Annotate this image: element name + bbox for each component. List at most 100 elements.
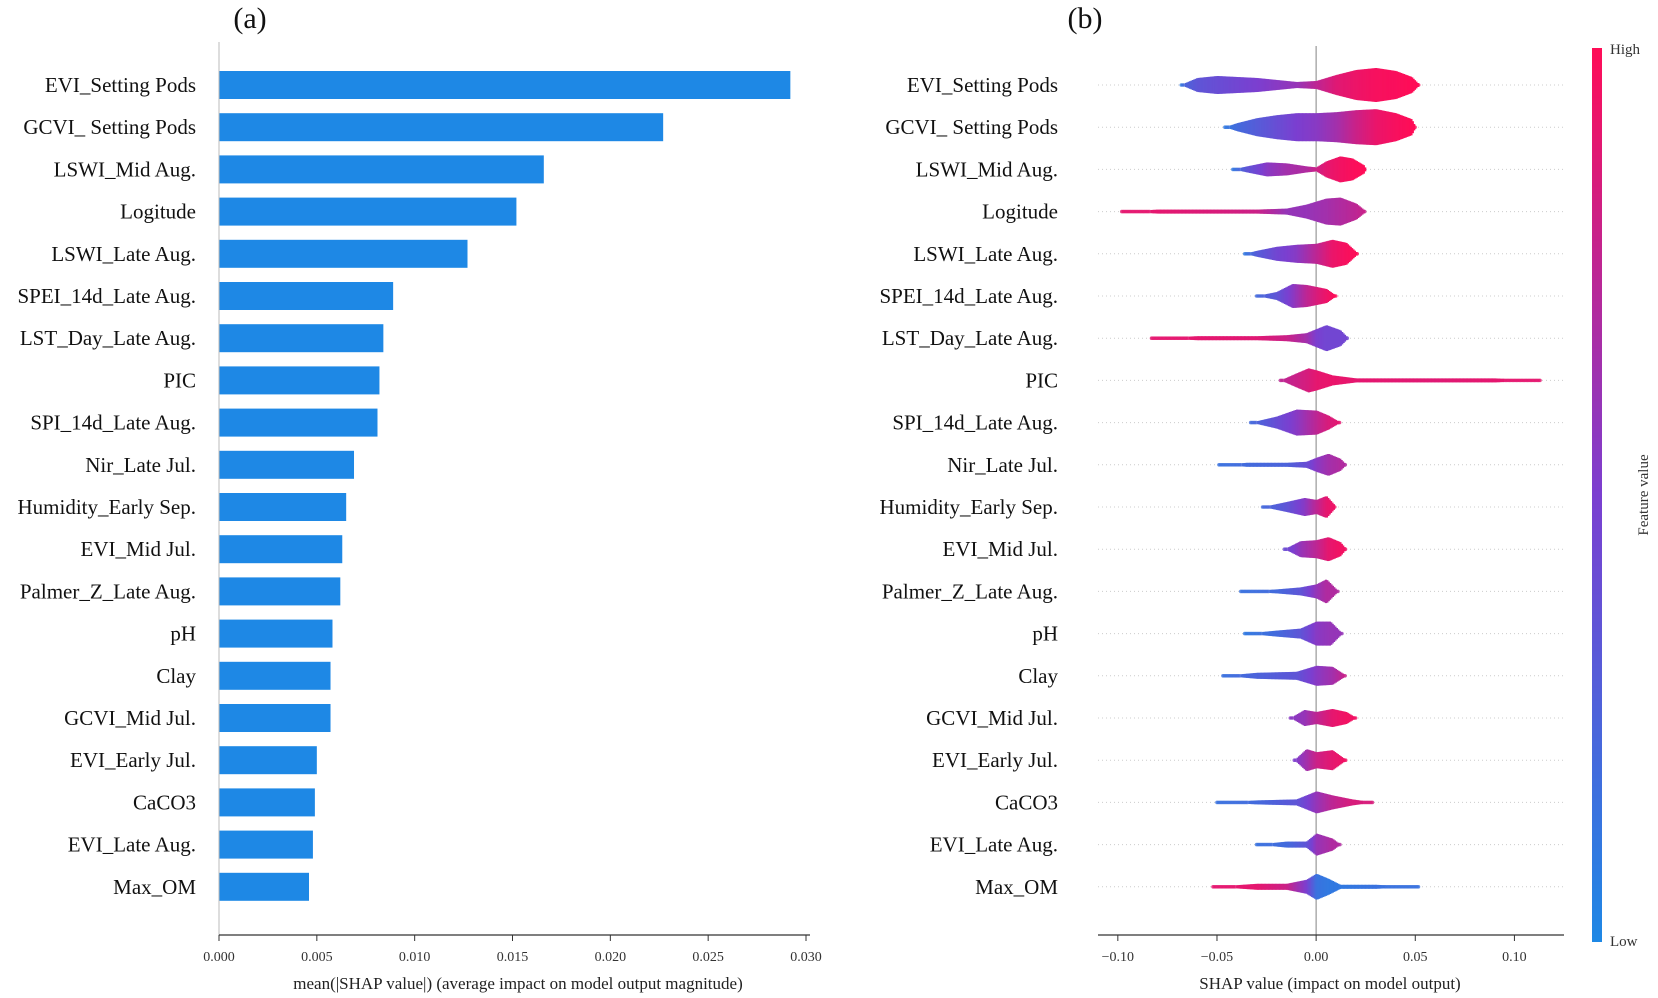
violin-slice [1313, 835, 1316, 854]
violin-slice [1346, 111, 1349, 144]
violin-slice [1299, 712, 1302, 724]
violin-slice [1182, 209, 1185, 214]
violin-slice [1344, 72, 1347, 98]
violin-slice [1292, 462, 1295, 468]
violin-slice [1368, 68, 1371, 102]
violin-slice [1243, 209, 1246, 214]
violin-slice [1329, 112, 1333, 142]
violin-slice [1319, 539, 1323, 560]
violin-slice [1439, 378, 1442, 383]
violin-slice [1269, 418, 1272, 428]
violin-slice [1432, 378, 1435, 383]
violin-slice [1304, 669, 1307, 683]
violin-slice [1274, 799, 1277, 805]
violin-slice [1344, 157, 1347, 182]
violin-slice [1277, 589, 1280, 594]
violin-slice [1287, 81, 1290, 89]
violin-slice [1275, 79, 1278, 91]
violin-slice [1308, 285, 1311, 307]
violin-slice [1240, 674, 1243, 678]
violin-slice [1319, 792, 1322, 813]
violin-slice [1346, 798, 1350, 807]
violin-slice [1334, 328, 1337, 349]
violin-slice [1201, 209, 1204, 214]
violin-slice [1331, 585, 1334, 597]
violin-slice [1266, 79, 1269, 91]
violin-slice [1302, 498, 1305, 516]
violin-slice [1325, 454, 1328, 476]
violin-slice [1260, 800, 1263, 805]
violin-slice [1331, 375, 1334, 386]
violin-slice [1287, 245, 1290, 262]
violin-slice [1374, 884, 1378, 889]
violin-slice [1268, 293, 1271, 299]
violin-slice [1326, 241, 1329, 267]
violin-slice [1328, 709, 1331, 727]
violin-slice [1355, 204, 1358, 220]
violin-slice [1339, 671, 1342, 680]
violin-slice [1345, 377, 1348, 384]
violin-slice [1284, 629, 1287, 638]
violin-slice [1298, 628, 1301, 639]
violin-slice [1295, 113, 1298, 142]
violin-slice [1291, 245, 1294, 263]
violin-slice [1323, 326, 1326, 351]
violin-slice [1345, 242, 1348, 265]
violin-slice [1306, 244, 1309, 264]
colorbar-gradient [1592, 48, 1602, 942]
violin-slice [1267, 116, 1270, 138]
feature-label: Logitude [120, 200, 196, 224]
violin-slice [1310, 166, 1313, 172]
violin-slice [1219, 336, 1222, 341]
violin-slice [1304, 81, 1307, 89]
violin-slice [1193, 209, 1196, 214]
violin-slice [1365, 109, 1369, 145]
violin-slice [1225, 336, 1229, 341]
sample-dot [1337, 420, 1342, 425]
violin-slice [1308, 794, 1311, 811]
violin-slice [1239, 77, 1242, 93]
violin-slice [1317, 791, 1320, 813]
violin-slice [1323, 414, 1326, 432]
violin-slice [1297, 756, 1301, 765]
violin-slice [1273, 79, 1276, 91]
violin-slice [1287, 462, 1290, 467]
violin-slice [1331, 750, 1334, 771]
violin-slice [1237, 885, 1240, 889]
violin-slice [1271, 672, 1274, 680]
violin-slice [1463, 378, 1466, 383]
violin-slice [1296, 334, 1299, 343]
violin-slice [1303, 626, 1307, 641]
violin-slice [1341, 757, 1344, 764]
violin-slice [1331, 112, 1334, 142]
violin-slice [1259, 420, 1263, 425]
violin-slice [1308, 624, 1311, 643]
violin-slice [1305, 586, 1308, 597]
sample-dot [1416, 83, 1421, 87]
violin-slice [1281, 799, 1284, 806]
violin-slice [1305, 81, 1308, 89]
violin-slice [1364, 167, 1367, 172]
violin-slice [1346, 712, 1349, 724]
violin-slice [1406, 117, 1409, 137]
violin-slice [1258, 462, 1261, 467]
violin-slice [1497, 378, 1500, 383]
violin-slice [1221, 336, 1224, 341]
violin-slice [1461, 378, 1464, 383]
violin-slice [1341, 332, 1344, 345]
violin-slice [1264, 294, 1267, 298]
violin-slice [1341, 241, 1344, 266]
violin-slice [1202, 336, 1205, 341]
violin-slice [1289, 841, 1292, 848]
violin-slice [1329, 879, 1332, 894]
x-tick-label: 0.00 [1304, 950, 1329, 965]
violin-slice [1235, 209, 1238, 214]
violin-slice [1325, 78, 1328, 92]
violin-slice [1306, 841, 1309, 848]
violin-slice [1269, 248, 1272, 260]
violin-slice [1429, 378, 1432, 383]
violin-slice [1230, 336, 1233, 341]
feature-label: GCVI_ Setting Pods [885, 115, 1058, 139]
violin-slice [1313, 584, 1316, 599]
violin-slice [1401, 73, 1404, 97]
